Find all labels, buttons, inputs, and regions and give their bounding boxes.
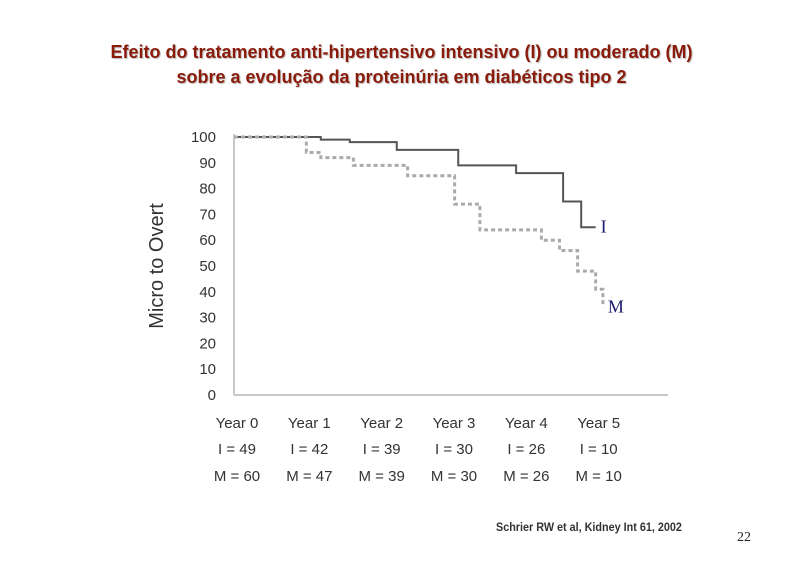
y-tick-label: 90: [199, 155, 216, 172]
risk-count-m: M = 47: [286, 468, 332, 485]
page-number: 22: [737, 530, 751, 545]
slide-title-line-1: Efeito do tratamento anti-hipertensivo i…: [110, 42, 693, 62]
risk-count-i: I = 26: [507, 441, 545, 458]
x-tick-label: Year 0: [216, 415, 259, 432]
y-tick-label: 10: [199, 361, 216, 378]
risk-count-i: I = 39: [363, 441, 401, 458]
risk-count-m: M = 10: [576, 468, 622, 485]
x-tick-label: Year 3: [433, 415, 476, 432]
risk-count-i: I = 30: [435, 441, 473, 458]
series-label-i: I: [601, 216, 607, 236]
y-tick-label: 30: [199, 310, 216, 327]
risk-count-i: I = 49: [218, 441, 256, 458]
x-tick-label: Year 4: [505, 415, 548, 432]
y-axis-title: Micro to Overt: [146, 203, 168, 329]
x-tick-label: Year 2: [360, 415, 403, 432]
risk-count-i: I = 42: [290, 441, 328, 458]
risk-count-i: I = 10: [580, 441, 618, 458]
risk-count-m: M = 26: [503, 468, 549, 485]
y-tick-label: 0: [208, 387, 216, 404]
citation: Schrier RW et al, Kidney Int 61, 2002: [496, 520, 682, 534]
series-line-m: [234, 135, 605, 308]
y-tick-label: 40: [199, 284, 216, 301]
y-tick-label: 70: [199, 206, 216, 223]
y-tick-label: 100: [191, 129, 216, 146]
series-line-i: [234, 136, 596, 229]
slide-title: Efeito do tratamento anti-hipertensivo i…: [0, 40, 803, 90]
y-tick-label: 50: [199, 258, 216, 275]
x-tick-label: Year 5: [577, 415, 620, 432]
y-tick-label: 20: [199, 335, 216, 352]
risk-count-m: M = 39: [359, 468, 405, 485]
slide-title-line-2: sobre a evolução da proteinúria em diabé…: [176, 67, 627, 87]
series-label-m: M: [608, 296, 624, 316]
y-tick-label: 60: [199, 232, 216, 249]
x-tick-label: Year 1: [288, 415, 331, 432]
y-tick-label: 80: [199, 181, 216, 198]
risk-count-m: M = 60: [214, 468, 260, 485]
risk-count-m: M = 30: [431, 468, 477, 485]
